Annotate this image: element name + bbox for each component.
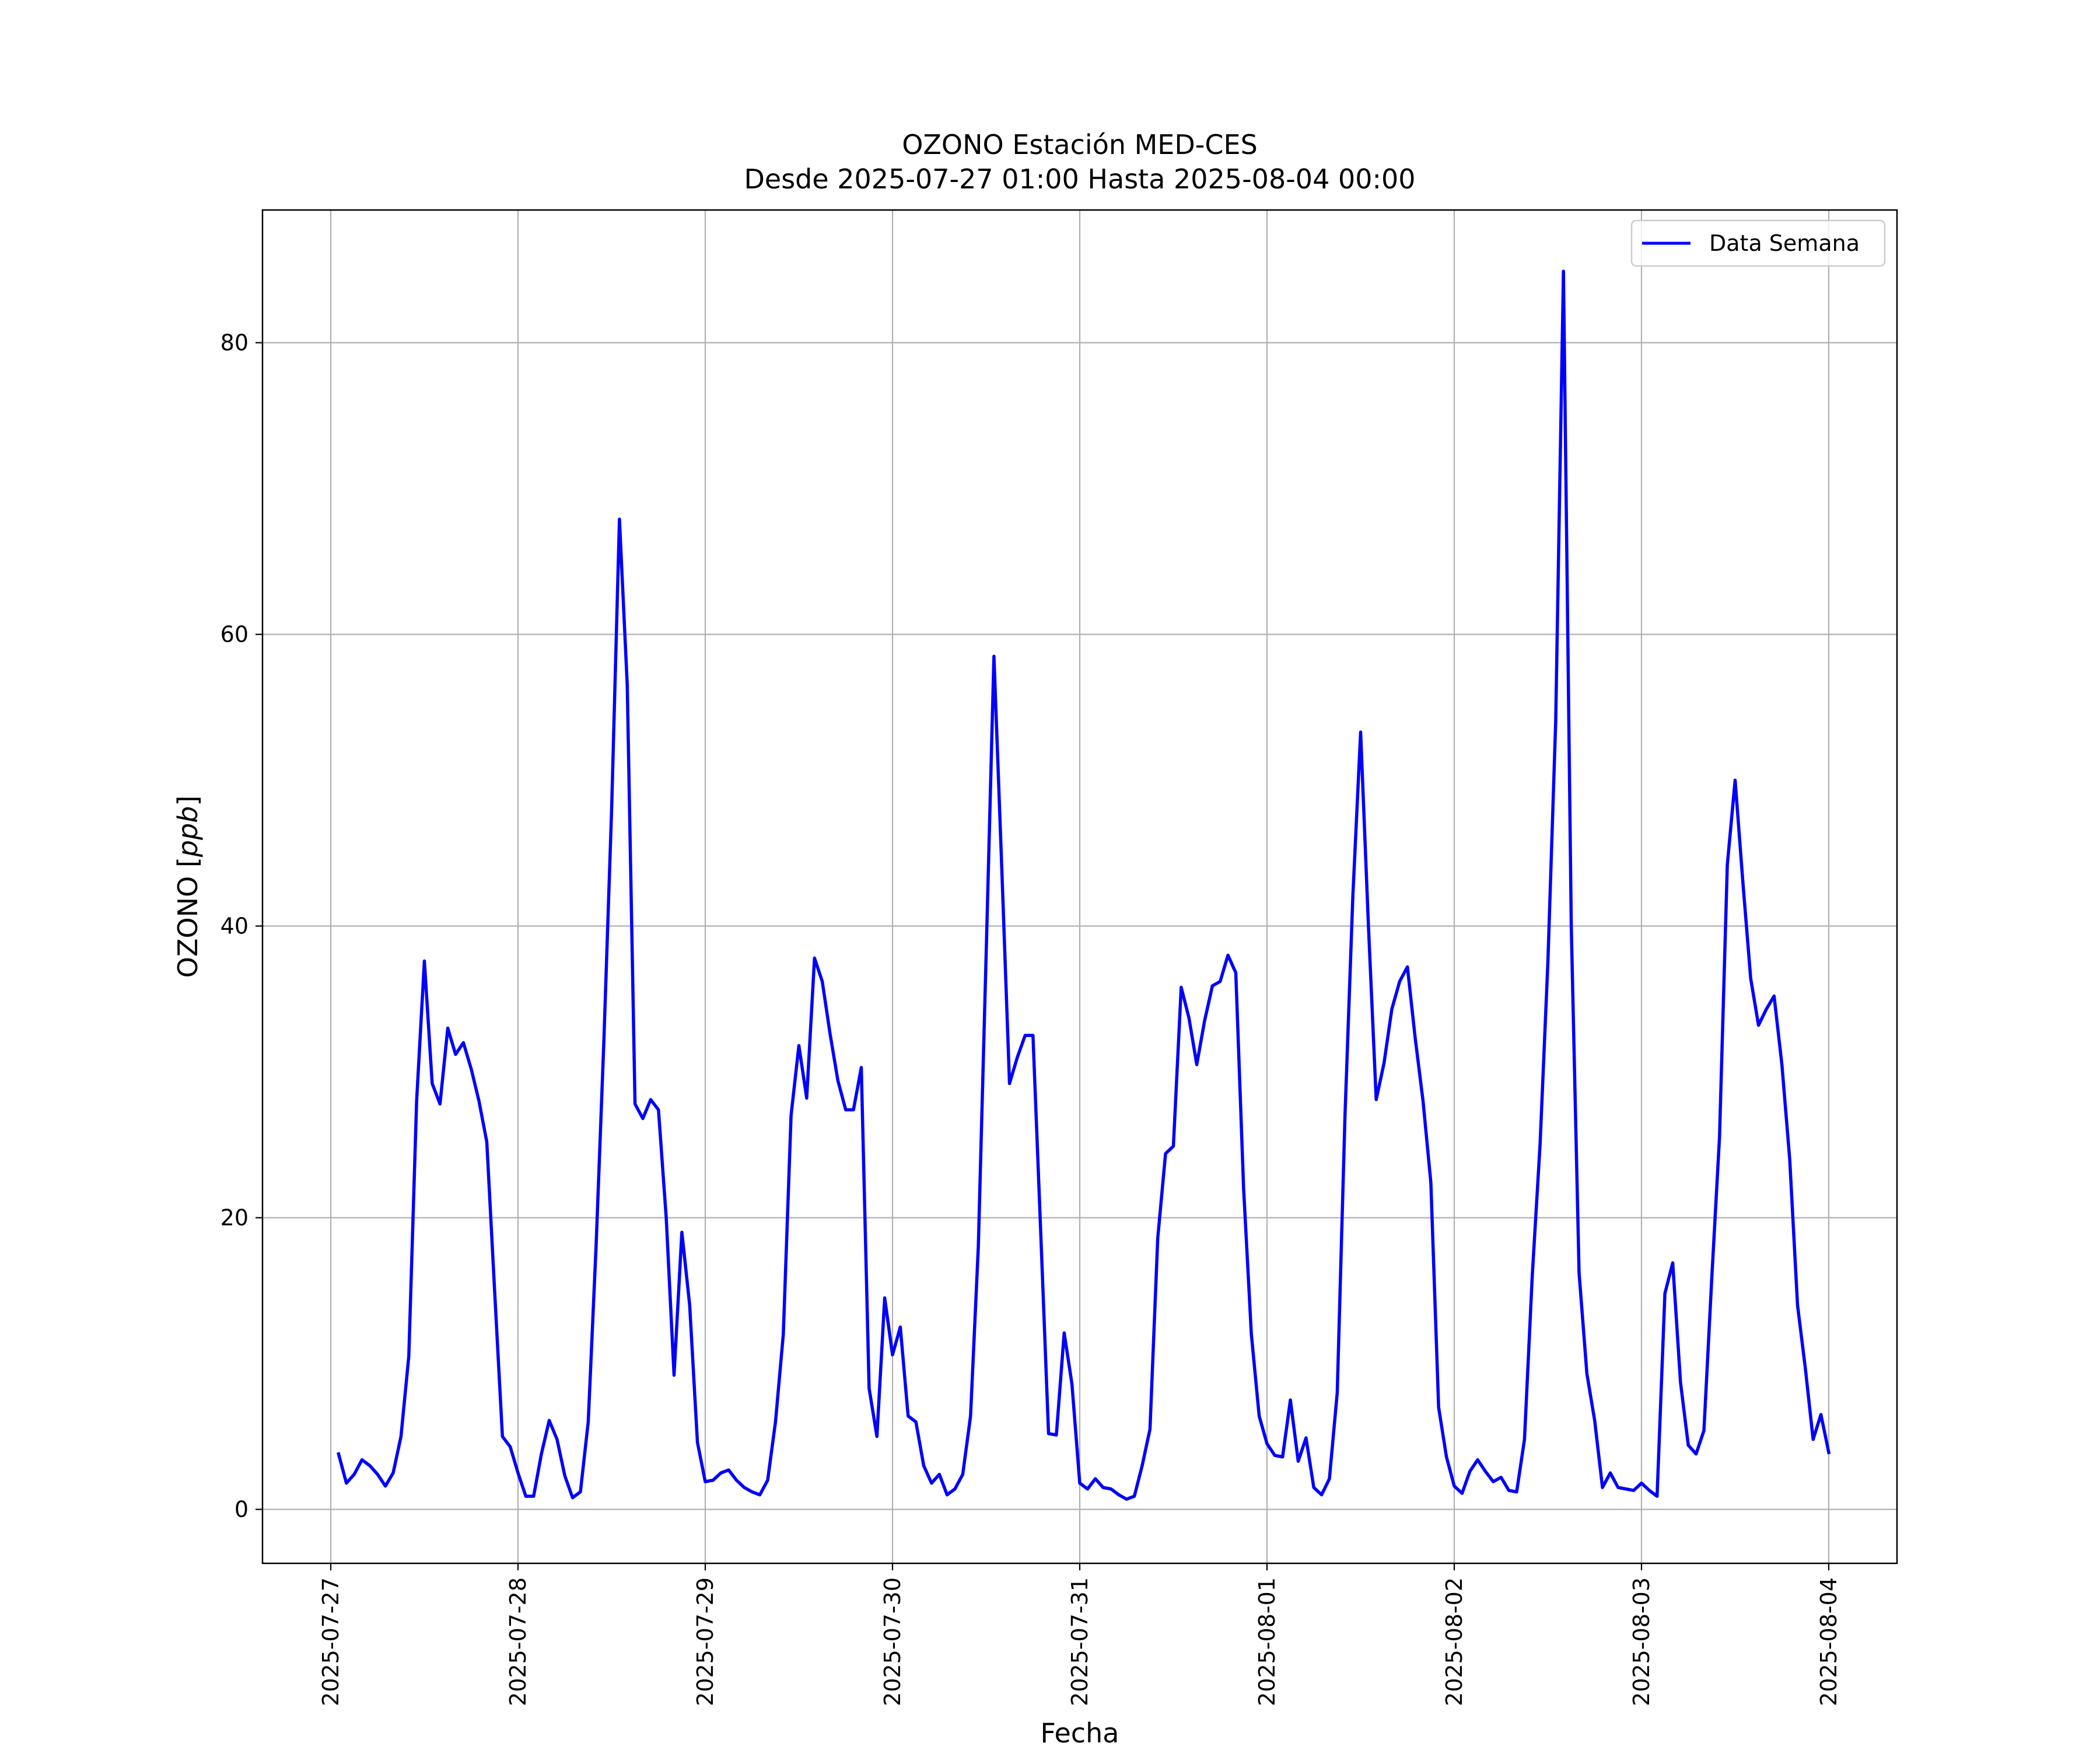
x-tick-label: 2025-08-01 xyxy=(1254,1577,1280,1706)
x-tick-label: 2025-08-02 xyxy=(1441,1577,1467,1706)
y-tick-label: 80 xyxy=(220,330,249,356)
series-line-data-semana xyxy=(337,270,1831,1501)
legend-label: Data Semana xyxy=(1709,230,1860,256)
x-tick-label: 2025-07-29 xyxy=(692,1577,718,1706)
legend: Data Semana xyxy=(1630,219,1886,267)
y-tick-label: 60 xyxy=(220,622,249,648)
legend-box xyxy=(1630,219,1886,267)
x-tick-label: 2025-07-27 xyxy=(318,1577,344,1706)
x-tick-label: 2025-08-04 xyxy=(1816,1577,1842,1706)
chart-title: OZONO Estación MED-CES xyxy=(902,129,1258,160)
x-tick-label: 2025-07-30 xyxy=(880,1577,905,1706)
y-axis-label-end: ] xyxy=(172,796,204,806)
x-tick-label: 2025-07-31 xyxy=(1067,1577,1093,1706)
series-layer xyxy=(337,270,1831,1501)
x-gridlines xyxy=(330,210,1830,1563)
x-axis-ticks: 2025-07-27 2025-07-28 2025-07-29 2025-07-30… xyxy=(318,1563,1842,1706)
y-axis-label-unit: ppb xyxy=(172,806,204,858)
y-axis-ticks: 0 20 40 60 80 xyxy=(220,330,262,1522)
plot-area xyxy=(261,209,1898,1564)
x-axis-label: Fecha xyxy=(1041,1717,1119,1749)
y-gridlines xyxy=(262,342,1897,1510)
y-tick-label: 20 xyxy=(220,1205,249,1231)
chart-subtitle: Desde 2025-07-27 01:00 Hasta 2025-08-04 … xyxy=(744,163,1415,195)
y-axis-label: OZONO [ppb] xyxy=(172,796,204,978)
y-tick-label: 40 xyxy=(220,914,249,939)
x-tick-label: 2025-08-03 xyxy=(1629,1577,1654,1706)
y-axis-label-main: OZONO [ xyxy=(172,857,204,978)
x-tick-label: 2025-07-28 xyxy=(505,1577,531,1706)
y-tick-label: 0 xyxy=(235,1497,249,1522)
